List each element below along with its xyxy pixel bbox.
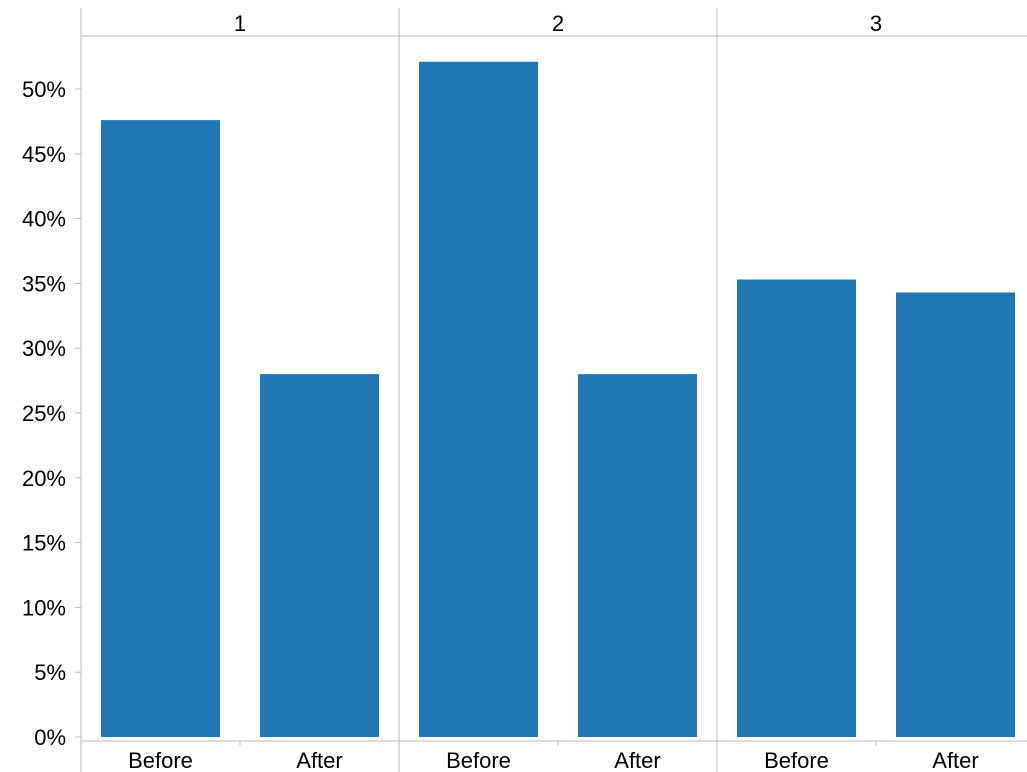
- x-category-label: Before: [764, 748, 829, 772]
- labels-group: 0% 5% 10% 15% 20% 25% 30% 35% 40% 45% 50% 1 Before Af…: [22, 11, 979, 772]
- bar: [737, 279, 856, 737]
- bar: [260, 374, 379, 737]
- panel-header-label: 2: [552, 11, 564, 36]
- y-tick-label: 10%: [22, 595, 66, 620]
- bar: [896, 292, 1015, 737]
- x-category-label: After: [932, 748, 978, 772]
- y-tick-label: 45%: [22, 142, 66, 167]
- y-tick-label: 0%: [34, 725, 66, 750]
- y-tick-label: 15%: [22, 531, 66, 556]
- x-category-label: Before: [446, 748, 511, 772]
- x-category-label: After: [614, 748, 660, 772]
- y-tick-label: 5%: [34, 660, 66, 685]
- bar: [101, 120, 220, 737]
- y-tick-label: 40%: [22, 207, 66, 232]
- panel-header-label: 3: [870, 11, 882, 36]
- y-tick-label: 50%: [22, 77, 66, 102]
- y-tick-label: 35%: [22, 271, 66, 296]
- y-tick-label: 25%: [22, 401, 66, 426]
- y-tick-label: 20%: [22, 466, 66, 491]
- bar: [578, 374, 697, 737]
- panel-header-label: 1: [234, 11, 246, 36]
- x-category-label: Before: [128, 748, 193, 772]
- y-tick-label: 30%: [22, 336, 66, 361]
- x-category-label: After: [296, 748, 342, 772]
- axis-lines: [75, 8, 1027, 772]
- bar: [419, 61, 538, 738]
- bars-group: [101, 61, 1015, 738]
